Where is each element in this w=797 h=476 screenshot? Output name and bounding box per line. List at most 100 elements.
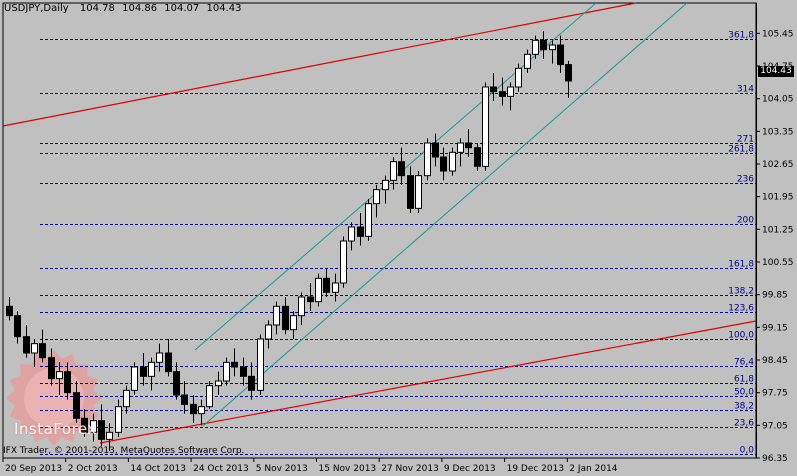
fib-level-label-3: 261,8	[728, 145, 754, 155]
candle-body-47	[398, 161, 405, 177]
fib-level-label-14: 23,6	[734, 419, 754, 429]
fib-level-label-2: 271	[737, 135, 754, 145]
fib-level-label-12: 50,0	[734, 388, 754, 398]
fib-level-label-10: 76,4	[734, 358, 754, 368]
price-tick-label-9: 99.15	[762, 323, 788, 333]
close-value: 104.43	[206, 3, 242, 14]
candle-body-45	[382, 179, 389, 191]
candle-body-59	[499, 91, 506, 97]
candle-body-58	[490, 86, 497, 93]
symbol-label: USDJPY,Daily	[4, 3, 69, 14]
candle-body-7	[64, 371, 71, 394]
time-tick-label-5: 15 Nov 2013	[319, 464, 377, 474]
fib-level-label-7: 138,2	[728, 287, 754, 297]
candle-body-20	[173, 371, 180, 396]
current-price-tag: 104.43	[758, 66, 794, 77]
candle-body-30	[257, 338, 264, 391]
price-tick-label-10: 98.45	[762, 356, 788, 366]
candle-body-51	[432, 142, 439, 158]
open-value: 104.78	[79, 3, 115, 14]
candle-body-12	[106, 431, 113, 440]
candle-body-14	[123, 389, 130, 408]
candle-body-19	[165, 352, 172, 373]
candle-body-17	[148, 361, 155, 377]
time-tick-label-4: 5 Nov 2013	[256, 464, 308, 474]
candle-body-34	[290, 315, 297, 331]
price-tick-label-7: 100.55	[762, 258, 794, 268]
candle-body-5	[48, 357, 55, 380]
fib-level-label-9: 100,0	[728, 331, 754, 341]
candle-body-67	[565, 64, 572, 82]
candle-body-32	[273, 305, 280, 326]
candle-body-16	[140, 366, 147, 377]
long-channel-lower	[99, 320, 757, 444]
fib-level-label-5: 200	[737, 216, 754, 226]
fib-level-label-0: 361,8	[728, 31, 754, 41]
candle-body-21	[181, 394, 188, 405]
candle-body-18	[156, 352, 163, 363]
candle-body-60	[507, 86, 514, 97]
candle-body-35	[298, 296, 305, 317]
candle-body-15	[131, 366, 138, 391]
candle-body-54	[457, 142, 464, 153]
plot-area	[2, 2, 757, 459]
candle-body-64	[540, 39, 547, 51]
candle-body-37	[315, 277, 322, 303]
candle-body-10	[90, 420, 97, 433]
short-channel-lower	[202, 2, 688, 427]
time-tick-label-0: 20 Sep 2013	[5, 464, 62, 474]
candle-body-55	[465, 142, 472, 149]
candle-body-46	[390, 161, 397, 181]
candle-body-0	[6, 305, 13, 317]
fib-level-label-6: 161,8	[728, 260, 754, 270]
candle-body-6	[56, 371, 63, 380]
high-value: 104.86	[122, 3, 158, 14]
candle-body-28	[240, 366, 247, 377]
low-value: 104.07	[164, 3, 200, 14]
price-tick-label-13: 96.35	[762, 454, 788, 464]
candle-body-13	[115, 406, 122, 433]
price-tick-label-4: 102.65	[762, 160, 794, 170]
time-tick-label-6: 27 Nov 2013	[381, 464, 439, 474]
fib-level-label-13: 38,2	[734, 402, 754, 412]
time-tick-label-3: 24 Oct 2013	[193, 464, 249, 474]
candle-body-29	[248, 375, 255, 391]
price-tick-label-12: 97.05	[762, 421, 788, 431]
candle-body-24	[206, 385, 213, 408]
price-tick-label-5: 101.95	[762, 193, 794, 203]
candle-body-48	[407, 175, 414, 209]
chart-header: USDJPY,Daily 104.78 104.86 104.07 104.43	[4, 3, 241, 14]
price-tick-label-8: 99.85	[762, 291, 788, 301]
candle-body-61	[515, 67, 522, 88]
time-tick-label-7: 9 Dec 2013	[444, 464, 496, 474]
candle-body-9	[81, 417, 88, 433]
candle-body-31	[265, 324, 272, 340]
price-tick-label-2: 104.05	[762, 95, 794, 105]
candle-body-33	[282, 305, 289, 331]
candle-body-39	[332, 282, 339, 293]
long-channel-upper	[2, 2, 637, 127]
fib-level-label-8: 123,6	[728, 304, 754, 314]
fib-level-label-15: 0,0	[740, 446, 755, 456]
candle-body-27	[231, 361, 238, 368]
price-tick-label-6: 101.25	[762, 225, 794, 235]
time-tick-label-1: 2 Oct 2013	[68, 464, 118, 474]
candle-body-41	[348, 226, 355, 242]
candle-body-22	[190, 403, 197, 415]
copyright-text: IFX Trader, © 2001-2013, MetaQuotes Soft…	[3, 446, 245, 456]
time-tick-label-9: 2 Jan 2014	[569, 464, 617, 474]
candle-body-52	[440, 156, 447, 172]
price-tick-label-3: 103.35	[762, 127, 794, 137]
candle-body-23	[198, 406, 205, 415]
candle-body-42	[357, 226, 364, 237]
candle-body-49	[415, 175, 422, 209]
candle-body-36	[307, 296, 314, 303]
candle-body-1	[14, 315, 21, 338]
watermark: InstaForex	[14, 420, 97, 438]
candle-body-38	[323, 277, 330, 293]
candle-body-11	[98, 420, 105, 440]
candle-body-62	[524, 53, 531, 69]
candle-body-43	[365, 203, 372, 237]
